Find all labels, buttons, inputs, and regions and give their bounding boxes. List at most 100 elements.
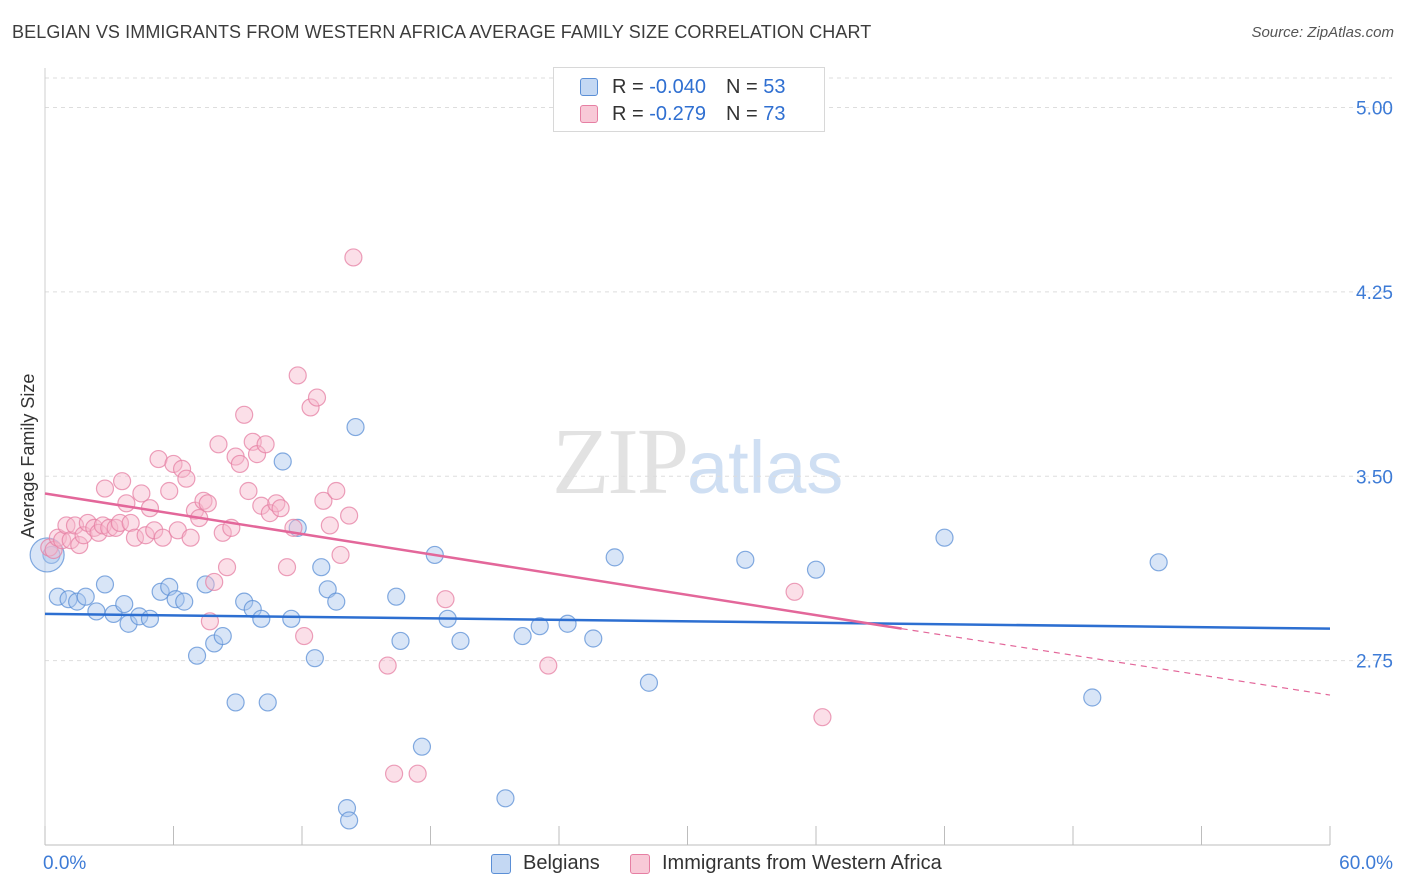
legend-n-value: 73 <box>763 102 786 125</box>
belgians-point <box>327 592 346 611</box>
belgians-point <box>391 631 410 651</box>
belgians-point <box>95 575 115 594</box>
y-axis-label: Average Family Size <box>18 374 38 539</box>
western-africa-point <box>384 764 404 783</box>
belgians-point <box>258 693 277 712</box>
legend-n-value: 53 <box>763 75 786 98</box>
western-africa-point <box>256 435 275 454</box>
belgians-point <box>252 609 271 628</box>
belgians-point <box>496 789 515 808</box>
belgians-point <box>140 609 160 628</box>
western-africa-point <box>121 513 140 533</box>
western-africa-point <box>327 481 346 501</box>
western-africa-point <box>239 481 258 501</box>
western-africa-point <box>344 248 363 267</box>
western-africa-point <box>95 479 115 498</box>
belgians-point <box>584 629 603 648</box>
western-africa-point <box>110 513 130 533</box>
western-africa-point <box>160 481 179 501</box>
western-africa-trend-extension <box>901 628 1331 696</box>
western-africa-point <box>125 528 145 547</box>
western-africa-point <box>295 626 314 646</box>
belgians-point <box>68 592 87 611</box>
western-africa-point <box>112 472 132 491</box>
legend-r-value: -0.040 <box>649 75 706 98</box>
belgians-point <box>305 649 324 668</box>
belgians-point <box>175 592 194 611</box>
watermark: ZIPatlas <box>552 408 843 516</box>
western-africa-point <box>132 484 151 503</box>
legend-r-value: -0.279 <box>649 102 706 125</box>
belgians-point <box>273 452 292 471</box>
belgians-point <box>806 560 826 579</box>
belgians-point <box>412 737 432 756</box>
y-tick-label: 2.75 <box>1356 652 1393 673</box>
belgians-trend-line <box>44 612 1331 630</box>
axes <box>44 68 1331 846</box>
belgians-point <box>87 602 106 621</box>
belgians-point <box>451 631 470 651</box>
western-africa-point <box>436 590 455 609</box>
belgians-point <box>312 558 331 577</box>
western-africa-point <box>70 535 89 555</box>
legend-n-label: N = <box>725 75 758 98</box>
belgians-point <box>530 617 549 636</box>
western-africa-point <box>213 523 232 542</box>
western-africa-point <box>100 518 119 537</box>
belgians-point <box>151 582 170 601</box>
western-africa-point <box>271 499 290 518</box>
belgians-point <box>187 646 207 665</box>
series-legend-belgians: Belgians <box>491 852 600 875</box>
trend-lines <box>44 492 1331 696</box>
western-africa-point <box>307 388 327 407</box>
western-africa-point <box>288 366 307 385</box>
belgians-point <box>346 417 365 437</box>
y-tick-labels: 2.75 3.50 4.25 5.00 <box>1356 99 1393 673</box>
belgians-point <box>115 594 134 614</box>
series-legend-western-africa: Immigrants from Western Africa <box>630 852 942 875</box>
belgians-point <box>558 614 577 633</box>
legend-row-western-africa: R = -0.279 N = 73 <box>554 101 785 127</box>
western-africa-point <box>539 656 558 675</box>
western-africa-point <box>785 582 804 601</box>
western-africa-point <box>117 494 136 513</box>
source-label: Source: ZipAtlas.com <box>1251 24 1394 41</box>
belgians-point <box>340 811 359 830</box>
western-africa-point <box>172 459 192 478</box>
watermark-zip: ZIP <box>552 410 689 514</box>
western-africa-point <box>314 491 333 510</box>
y-tick-label: 5.00 <box>1356 99 1393 120</box>
correlation-legend: R = -0.040 N = 53 R = -0.279 N = 73 <box>553 67 825 132</box>
legend-r-label: R = <box>612 75 644 98</box>
belgians-point <box>513 626 532 646</box>
western-africa-point <box>320 516 339 535</box>
belgians-point <box>282 609 301 628</box>
chart-title: BELGIAN VS IMMIGRANTS FROM WESTERN AFRIC… <box>12 22 872 42</box>
series-legend: Belgians Immigrants from Western Africa <box>0 852 1406 878</box>
y-tick-label: 4.25 <box>1356 283 1393 304</box>
western-africa-trend-line <box>44 492 902 630</box>
western-africa-point <box>217 558 237 577</box>
western-africa-point <box>205 572 224 592</box>
western-africa-point <box>198 494 217 513</box>
belgians-point <box>736 550 755 569</box>
western-africa-point <box>181 528 200 547</box>
belgians-point <box>1083 688 1102 707</box>
legend-n-label: N = <box>725 102 758 125</box>
belgians-point <box>76 587 95 606</box>
x-tick-label: 0.0% <box>43 853 86 874</box>
western-africa-point <box>260 504 279 523</box>
belgians-point <box>1149 553 1168 572</box>
belgians-point <box>639 673 659 692</box>
belgians-point <box>213 626 232 646</box>
western-africa-point <box>301 398 320 417</box>
western-africa-point <box>813 708 832 727</box>
legend-swatch-blue <box>580 78 598 96</box>
belgians-point <box>387 587 406 606</box>
western-africa-point <box>149 449 168 469</box>
belgians-point <box>48 587 67 606</box>
belgians-point <box>605 548 624 567</box>
western-africa-point <box>277 558 297 577</box>
western-africa-point <box>408 764 427 783</box>
series-label-western-africa: Immigrants from Western Africa <box>662 852 942 874</box>
